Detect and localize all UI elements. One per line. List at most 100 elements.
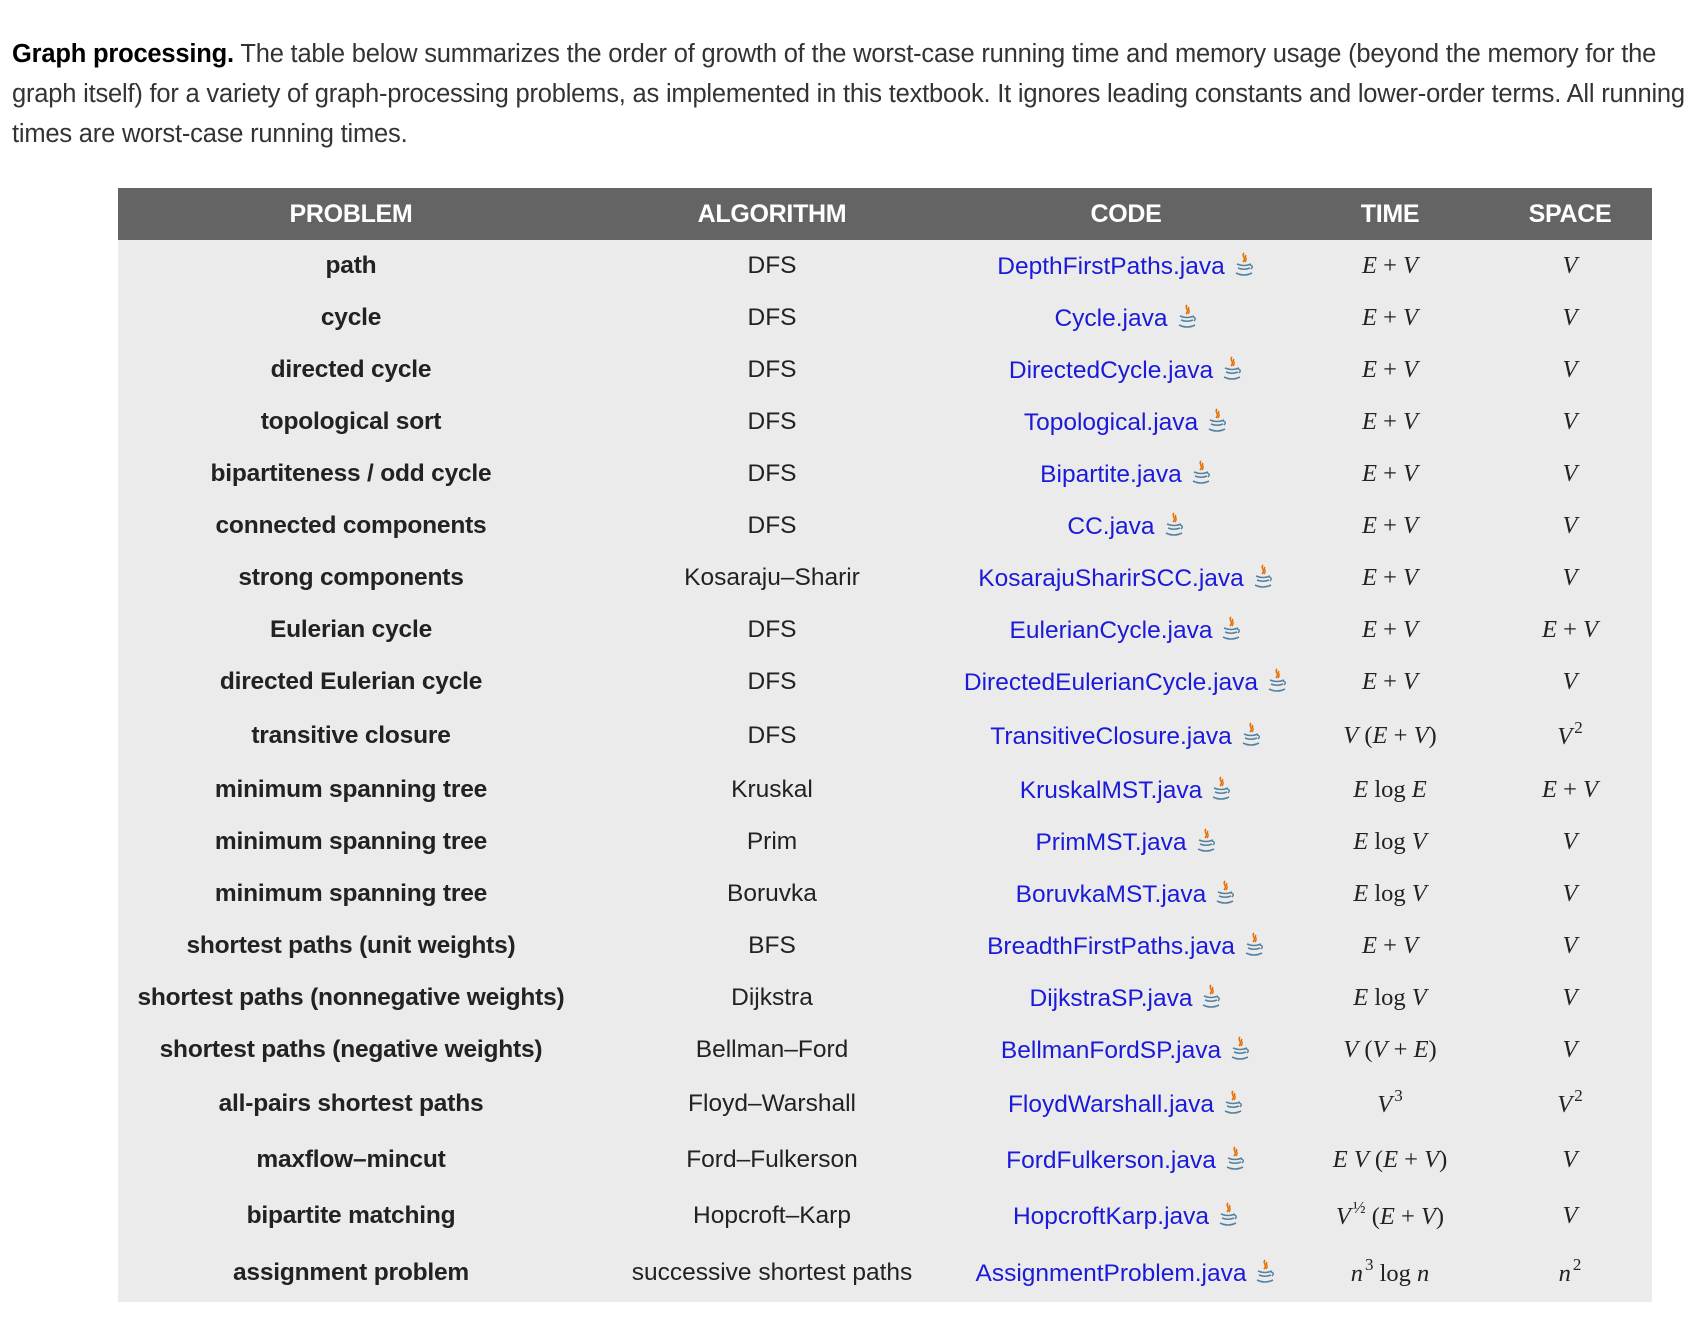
code-link[interactable]: BoruvkaMST.java xyxy=(1015,881,1207,908)
table-row: Eulerian cycle DFS EulerianCycle.java E + V… xyxy=(118,604,1652,656)
algorithm-cell: Hopcroft–Karp xyxy=(693,1202,851,1229)
code-link[interactable]: Bipartite.java xyxy=(1040,461,1182,488)
header-space: SPACE xyxy=(1488,188,1652,240)
problem-cell: bipartiteness / odd cycle xyxy=(210,460,492,487)
java-coffee-cup-icon[interactable] xyxy=(1214,879,1236,907)
table-row: minimum spanning tree Prim PrimMST.java E l… xyxy=(118,816,1652,868)
code-link[interactable]: AssignmentProblem.java xyxy=(975,1260,1247,1287)
space-cell: V xyxy=(1562,252,1578,279)
time-cell: E log V xyxy=(1353,880,1427,907)
code-cell: BreadthFirstPaths.java xyxy=(960,920,1292,972)
code-cell: HopcroftKarp.java xyxy=(960,1188,1292,1244)
java-coffee-cup-icon[interactable] xyxy=(1200,983,1222,1011)
java-coffee-cup-icon[interactable] xyxy=(1240,721,1262,749)
java-coffee-cup-icon[interactable] xyxy=(1229,1035,1251,1063)
code-cell: Topological.java xyxy=(960,396,1292,448)
java-coffee-cup-icon[interactable] xyxy=(1252,563,1274,591)
algorithm-cell: Kruskal xyxy=(731,776,813,803)
java-coffee-cup-icon[interactable] xyxy=(1233,251,1255,279)
java-coffee-cup-icon[interactable] xyxy=(1224,1145,1246,1173)
java-coffee-cup-icon[interactable] xyxy=(1206,407,1228,435)
table-row: transitive closure DFS TransitiveClosure.j… xyxy=(118,708,1652,764)
algorithm-cell: DFS xyxy=(747,616,797,643)
space-cell: V xyxy=(1562,932,1578,959)
code-link[interactable]: KosarajuSharirSCC.java xyxy=(978,565,1244,592)
code-link[interactable]: HopcroftKarp.java xyxy=(1012,1203,1210,1230)
code-link[interactable]: DirectedCycle.java xyxy=(1008,357,1214,384)
code-link[interactable]: Cycle.java xyxy=(1054,305,1168,332)
space-cell: E + V xyxy=(1541,776,1598,803)
code-link[interactable]: PrimMST.java xyxy=(1035,829,1187,856)
table-header-row: PROBLEM ALGORITHM CODE TIME SPACE xyxy=(118,188,1652,240)
problem-cell: shortest paths (unit weights) xyxy=(186,932,516,959)
space-cell: V xyxy=(1562,460,1578,487)
code-link[interactable]: CC.java xyxy=(1067,513,1155,540)
algorithm-cell: Ford–Fulkerson xyxy=(686,1146,858,1173)
java-coffee-cup-icon[interactable] xyxy=(1163,511,1185,539)
problem-cell: maxflow–mincut xyxy=(256,1146,446,1173)
java-coffee-cup-icon[interactable] xyxy=(1222,1089,1244,1117)
code-cell: TransitiveClosure.java xyxy=(960,708,1292,764)
code-cell: KosarajuSharirSCC.java xyxy=(960,552,1292,604)
java-coffee-cup-icon[interactable] xyxy=(1190,459,1212,487)
problem-cell: shortest paths (negative weights) xyxy=(159,1036,543,1063)
intro-text: The table below summarizes the order of … xyxy=(12,39,1685,148)
space-cell: V xyxy=(1562,564,1578,591)
java-coffee-cup-icon[interactable] xyxy=(1195,827,1217,855)
code-link[interactable]: Topological.java xyxy=(1023,409,1199,436)
code-cell: Bipartite.java xyxy=(960,448,1292,500)
code-link[interactable]: DepthFirstPaths.java xyxy=(997,253,1225,280)
code-link[interactable]: BellmanFordSP.java xyxy=(1000,1037,1222,1064)
algorithm-cell: DFS xyxy=(747,722,797,749)
header-algorithm: ALGORITHM xyxy=(584,188,960,240)
problem-cell: connected components xyxy=(215,512,487,539)
algorithm-cell: DFS xyxy=(747,460,797,487)
code-cell: KruskalMST.java xyxy=(960,764,1292,816)
time-cell: V (E + V) xyxy=(1343,722,1437,749)
code-cell: FordFulkerson.java xyxy=(960,1132,1292,1188)
problem-cell: directed Eulerian cycle xyxy=(219,668,483,695)
code-link[interactable]: EulerianCycle.java xyxy=(1009,617,1213,644)
space-cell: V xyxy=(1562,1146,1578,1173)
code-cell: Cycle.java xyxy=(960,292,1292,344)
table-row: minimum spanning tree Kruskal KruskalMST.j… xyxy=(118,764,1652,816)
algorithm-cell: Prim xyxy=(746,828,798,855)
code-link[interactable]: BreadthFirstPaths.java xyxy=(987,933,1235,960)
table-row: minimum spanning tree Boruvka BoruvkaMST.j… xyxy=(118,868,1652,920)
algorithm-cell: DFS xyxy=(747,512,797,539)
space-cell: V xyxy=(1562,880,1578,907)
algorithm-cell: DFS xyxy=(747,304,797,331)
algorithm-cell: BFS xyxy=(748,932,796,959)
code-link[interactable]: DirectedEulerianCycle.java xyxy=(963,669,1259,696)
table-row: connected components DFS CC.java E + V V xyxy=(118,500,1652,552)
code-cell: CC.java xyxy=(960,500,1292,552)
time-cell: E + V xyxy=(1361,932,1418,959)
time-cell: E + V xyxy=(1361,564,1418,591)
java-coffee-cup-icon[interactable] xyxy=(1210,775,1232,803)
table-row: directed cycle DFS DirectedCycle.java E + V… xyxy=(118,344,1652,396)
intro-lead: Graph processing. xyxy=(12,39,234,68)
header-problem: PROBLEM xyxy=(118,188,584,240)
code-link[interactable]: FordFulkerson.java xyxy=(1006,1147,1216,1174)
problem-cell: topological sort xyxy=(260,408,442,435)
java-coffee-cup-icon[interactable] xyxy=(1254,1258,1276,1286)
java-coffee-cup-icon[interactable] xyxy=(1221,355,1243,383)
java-coffee-cup-icon[interactable] xyxy=(1176,303,1198,331)
algorithm-cell: Boruvka xyxy=(727,880,817,907)
code-link[interactable]: KruskalMST.java xyxy=(1019,777,1203,804)
code-link[interactable]: DijkstraSP.java xyxy=(1029,985,1193,1012)
java-coffee-cup-icon[interactable] xyxy=(1266,667,1288,695)
code-link[interactable]: TransitiveClosure.java xyxy=(990,723,1232,750)
java-coffee-cup-icon[interactable] xyxy=(1243,931,1265,959)
code-link[interactable]: FloydWarshall.java xyxy=(1007,1091,1215,1118)
java-coffee-cup-icon[interactable] xyxy=(1220,615,1242,643)
time-cell: E + V xyxy=(1361,512,1418,539)
time-cell: E + V xyxy=(1361,616,1418,643)
java-coffee-cup-icon[interactable] xyxy=(1217,1201,1239,1229)
